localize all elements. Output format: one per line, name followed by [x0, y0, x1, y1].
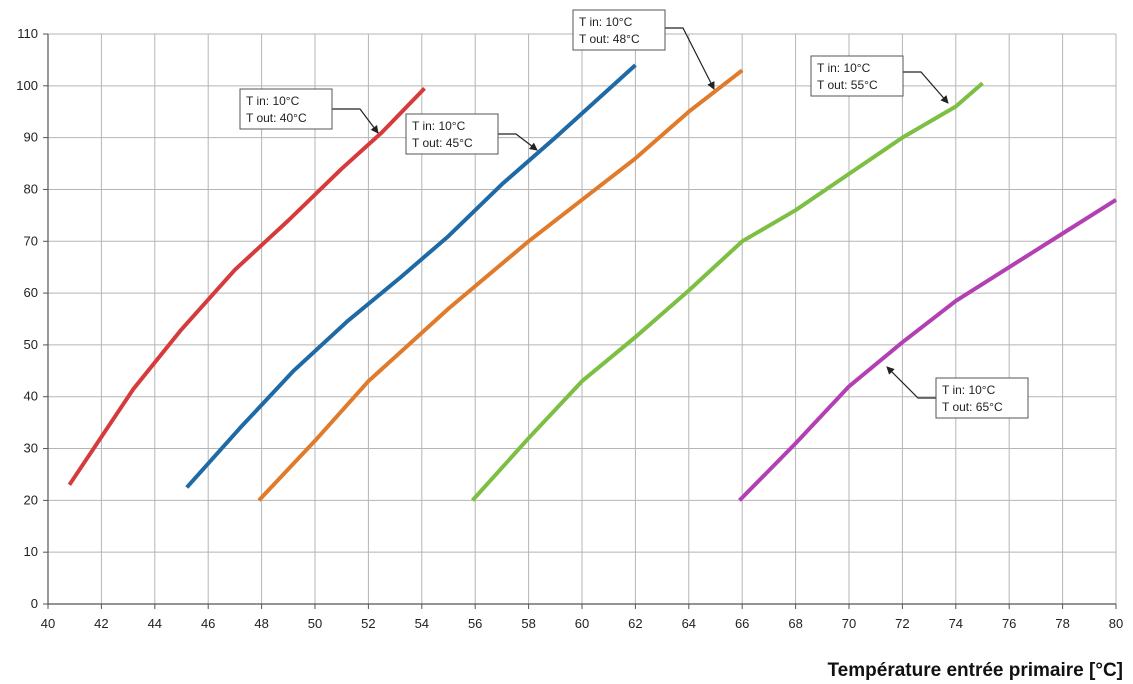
y-tick-label: 100 — [16, 78, 38, 93]
annotation-text: T out: 48°C — [579, 32, 640, 46]
x-tick-label: 58 — [521, 616, 535, 631]
annotation-box — [405, 113, 499, 155]
y-tick-label: 20 — [24, 492, 38, 507]
x-tick-label: 40 — [41, 616, 55, 631]
x-tick-label: 60 — [575, 616, 589, 631]
x-tick-label: 72 — [895, 616, 909, 631]
annotation-text: T in: 10°C — [817, 61, 871, 75]
series-line-2 — [185, 63, 637, 489]
annotation-arrow — [665, 27, 715, 90]
annotation-callout-3: T in: 10°C T out: 48°C — [572, 9, 715, 90]
x-tick-label: 42 — [94, 616, 108, 631]
x-tick-label: 80 — [1109, 616, 1123, 631]
x-tick-label: 50 — [308, 616, 322, 631]
x-tick-label: 74 — [949, 616, 963, 631]
x-tick-label: 48 — [254, 616, 268, 631]
series-lines — [67, 63, 1118, 502]
x-tick-label: 44 — [148, 616, 162, 631]
y-tick-label: 50 — [24, 337, 38, 352]
annotation-callout-1: T in: 10°C T out: 40°C — [239, 88, 379, 134]
y-axis-ticks: 0 10 20 30 40 50 60 70 80 90 100 110 — [16, 26, 49, 611]
annotation-callout-4: T in: 10°C T out: 55°C — [810, 55, 949, 104]
x-tick-label: 56 — [468, 616, 482, 631]
series-line-1 — [67, 87, 426, 486]
annotation-text: T out: 45°C — [412, 136, 473, 150]
x-tick-label: 52 — [361, 616, 375, 631]
annotations: T in: 10°C T out: 40°C T in: 10°C T out: 45… — [239, 9, 1029, 419]
series-line-3 — [257, 68, 744, 502]
x-tick-label: 76 — [1002, 616, 1016, 631]
annotation-arrow — [332, 108, 379, 134]
annotation-text: T out: 65°C — [942, 400, 1003, 414]
annotation-arrow — [903, 71, 949, 104]
x-tick-label: 54 — [415, 616, 429, 631]
annotation-callout-5: T in: 10°C T out: 65°C — [886, 366, 1029, 419]
y-tick-label: 30 — [24, 441, 38, 456]
y-tick-label: 110 — [17, 26, 38, 41]
x-tick-label: 68 — [788, 616, 802, 631]
x-tick-label: 78 — [1055, 616, 1069, 631]
annotation-text: T in: 10°C — [412, 119, 466, 133]
series-line-5 — [738, 198, 1118, 502]
grid — [47, 33, 1117, 605]
annotation-arrow — [498, 133, 538, 151]
y-tick-label: 90 — [24, 130, 38, 145]
x-tick-label: 66 — [735, 616, 749, 631]
y-tick-label: 80 — [24, 181, 38, 196]
annotation-box — [239, 88, 333, 130]
annotation-text: T in: 10°C — [246, 94, 300, 108]
annotation-callout-2: T in: 10°C T out: 45°C — [405, 113, 538, 155]
series-line-4 — [471, 81, 984, 502]
annotation-text: T in: 10°C — [579, 15, 633, 29]
y-tick-label: 70 — [24, 233, 38, 248]
annotation-text: T out: 40°C — [246, 111, 307, 125]
x-axis-ticks: 40 42 44 46 48 50 52 54 56 58 60 62 64 66 68 70 72 74 76 78… — [41, 603, 1123, 631]
y-tick-label: 0 — [31, 596, 38, 611]
x-axis-label: Température entrée primaire [°C] — [827, 660, 1123, 681]
x-tick-label: 46 — [201, 616, 215, 631]
annotation-box — [572, 9, 666, 51]
y-tick-label: 60 — [24, 285, 38, 300]
annotation-text: T in: 10°C — [942, 383, 996, 397]
annotation-box — [935, 377, 1029, 419]
x-tick-label: 64 — [682, 616, 696, 631]
annotation-arrow — [886, 366, 936, 399]
x-tick-label: 62 — [628, 616, 642, 631]
annotation-text: T out: 55°C — [817, 78, 878, 92]
x-tick-label: 70 — [842, 616, 856, 631]
annotation-box — [810, 55, 904, 97]
y-tick-label: 40 — [24, 389, 38, 404]
y-tick-label: 10 — [24, 544, 38, 559]
